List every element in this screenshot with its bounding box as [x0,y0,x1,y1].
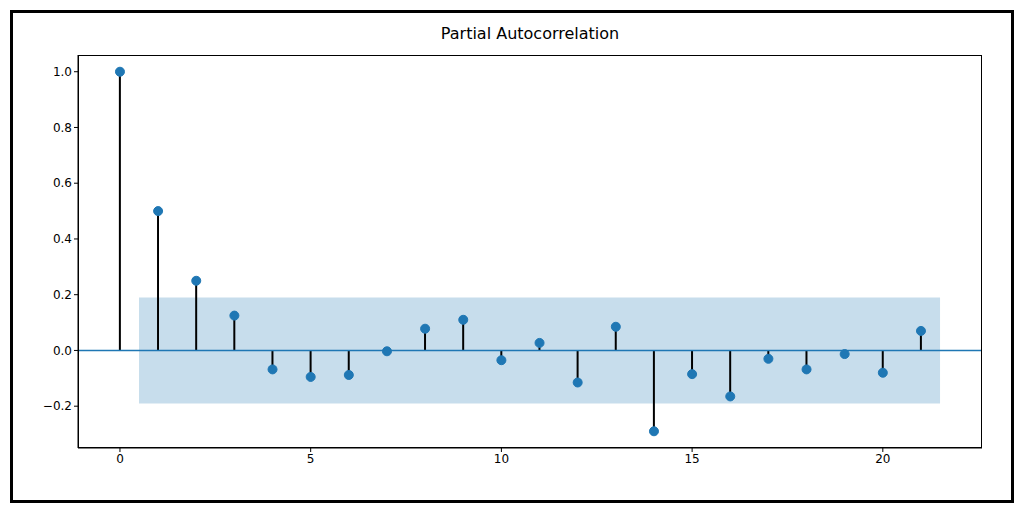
svg-text:10: 10 [494,452,509,466]
svg-text:0.2: 0.2 [53,288,72,302]
svg-text:0.0: 0.0 [53,344,72,358]
svg-text:−0.2: −0.2 [43,399,72,413]
svg-text:1.0: 1.0 [53,65,72,79]
svg-text:5: 5 [307,452,315,466]
html-text:Partial Autocorrelation: Partial Autocorrelation [440,24,620,43]
svg-text:0.4: 0.4 [53,232,72,246]
svg-text:0: 0 [116,452,124,466]
svg-text:0.8: 0.8 [53,121,72,135]
svg-text:0.6: 0.6 [53,176,72,190]
svg-text:20: 20 [875,452,890,466]
svg-text:15: 15 [684,452,699,466]
